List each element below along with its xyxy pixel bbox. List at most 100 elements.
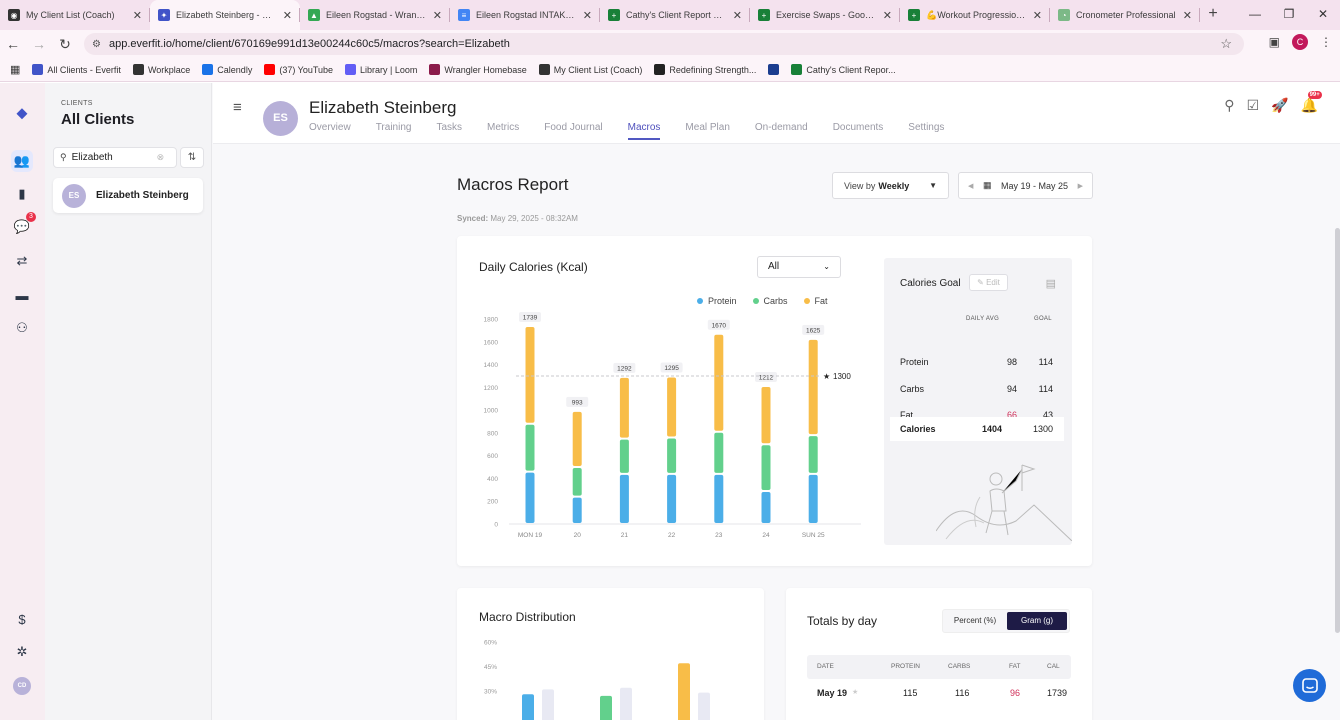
all-clients-title[interactable]: All Clients [61,111,135,128]
cast-icon[interactable]: ▣ [1268,35,1280,49]
macro-filter-dropdown[interactable]: All ⌄ [757,256,841,278]
forward-icon[interactable]: → [32,36,46,52]
sort-button[interactable]: ⇅ [180,147,204,168]
close-icon[interactable]: ✕ [282,9,292,22]
tab-on-demand[interactable]: On-demand [754,122,808,133]
url-field[interactable]: ⚙ app.everfit.io/home/client/670169e991d… [84,33,1244,55]
tab-title: Cathy's Client Report & Ac [626,10,727,20]
restore-icon[interactable]: ❐ [1283,7,1295,21]
library-icon[interactable]: ▮ [18,186,26,201]
rocket-icon[interactable]: 🚀 [1271,97,1289,113]
team-icon[interactable]: ⚇ [16,320,28,335]
goal-row: Protein 98 114 [900,357,1056,371]
bell-icon[interactable]: 🔔 99+ [1300,91,1322,113]
tab-meal-plan[interactable]: Meal Plan [685,122,730,133]
community-icon[interactable]: ✲ [16,644,28,659]
tab-tasks[interactable]: Tasks [436,122,463,133]
reload-icon[interactable]: ↻ [59,35,71,52]
date-range-picker[interactable]: ◀ ▦ May 19 - May 25 ▶ [958,172,1093,199]
tab-title: My Client List (Coach) [26,10,115,20]
bookmark-item[interactable] [768,64,780,75]
bookmark-item[interactable]: Library | Loom [345,64,417,75]
close-icon[interactable]: ✕ [732,9,742,22]
tab-training[interactable]: Training [375,122,412,133]
close-window-icon[interactable]: ✕ [1317,7,1329,21]
tab-settings[interactable]: Settings [908,122,945,133]
browser-tab[interactable]: + Exercise Swaps - Google Sheets ✕ [750,0,900,30]
browser-tab[interactable]: ≡ Eileen Rogstad INTAKE - Google Docs ✕ [450,0,600,30]
legend-item: Carbs [752,296,788,306]
close-icon[interactable]: ✕ [1032,9,1042,22]
search-input[interactable] [71,152,152,163]
browser-tab[interactable]: ▲ Eileen Rogstad - Wrangler ✕ [300,0,450,30]
tab-metrics[interactable]: Metrics [487,122,520,133]
coach-avatar[interactable]: CD [13,677,31,695]
calories-avg: 1404 [981,424,1002,434]
bookmark-item[interactable]: Cathy's Client Repor... [791,64,896,75]
folder-icon[interactable]: ▬ [15,287,29,303]
bookmark-item[interactable]: (37) YouTube [264,64,333,75]
back-icon[interactable]: ← [6,36,20,52]
search-icon[interactable]: ⚲ [1224,97,1235,113]
hamburger-icon[interactable]: ≡ [233,99,242,116]
next-week-icon[interactable]: ▶ [1077,182,1083,190]
menu-icon[interactable]: ⋮ [1320,35,1332,49]
browser-tab[interactable]: ✦ Elizabeth Steinberg - Macros ✕ [150,0,300,30]
synced-info: Synced: May 29, 2025 - 08:32AM [457,214,578,223]
close-icon[interactable]: ✕ [432,9,442,22]
chat-icon [1301,677,1318,693]
browser-tab[interactable]: + 💪Workout Progressions💪 ✕ [900,0,1050,30]
bookmark-item[interactable]: All Clients - Everfit [32,64,121,75]
bookmark-item[interactable]: My Client List (Coach) [538,64,642,75]
minimize-icon[interactable]: — [1249,7,1261,21]
close-icon[interactable]: ✕ [882,9,892,22]
star-icon[interactable]: ★ [852,689,859,696]
tab-overview[interactable]: Overview [309,122,351,133]
task-icon[interactable]: ☑ [1246,97,1260,113]
goal-macro-name: Fat [900,410,914,420]
automation-icon[interactable]: ⇄ [16,253,28,268]
close-icon[interactable]: ✕ [132,9,142,22]
site-settings-icon[interactable]: ⚙ [92,38,101,50]
close-icon[interactable]: ✕ [1182,9,1192,22]
clear-search-icon[interactable]: ⊗ [156,152,165,162]
view-by-dropdown[interactable]: View by Weekly ▼ [832,172,949,199]
clients-icon[interactable]: 👥 [11,150,33,172]
tab-documents[interactable]: Documents [832,122,884,133]
close-icon[interactable]: ✕ [582,9,592,22]
everfit-logo-icon[interactable]: ⬥ [16,105,28,122]
messages-icon[interactable]: 💬 3 [11,212,36,238]
browser-tab[interactable]: ◔ Cronometer Professional ✕ [1050,0,1200,30]
bookmark-star-icon[interactable]: ☆ [1220,36,1232,51]
x-tick-label: SUN 25 [802,532,825,538]
legend-swatch [752,298,759,304]
goal-daily-avg: 66 [1006,410,1017,420]
payments-icon[interactable]: $ [18,611,26,627]
chat-support-button[interactable] [1293,669,1326,702]
bookmark-item[interactable]: Wrangler Homebase [429,64,527,75]
chart-legend: Protein Carbs Fat [697,296,828,306]
prev-week-icon[interactable]: ◀ [968,182,974,190]
new-tab-button[interactable]: + [1208,5,1218,22]
apps-icon[interactable]: ▦ [10,64,21,76]
caret-down-icon: ▼ [929,181,937,190]
tab-macros[interactable]: Macros [627,121,661,140]
gram-toggle-button[interactable]: Gram (g) [1007,612,1067,630]
browser-tab[interactable]: + Cathy's Client Report & Ac ✕ [600,0,750,30]
client-search[interactable]: ⚲ ⊗ [53,147,177,168]
bookmark-item[interactable]: Calendly [202,64,252,75]
document-icon[interactable]: ▤ [1045,278,1056,290]
total-label: 1212 [759,374,774,381]
table-row[interactable]: May 19 ★ 115 116 96 1739 [807,680,1071,706]
bookmark-item[interactable]: Redefining Strength... [654,64,756,75]
bookmark-item[interactable]: Workplace [132,64,190,75]
edit-goal-button[interactable]: ✎ Edit [969,274,1008,291]
profile-avatar[interactable]: C [1292,34,1308,50]
bookmark-label: Redefining Strength... [669,64,757,75]
client-avatar-large[interactable]: ES [263,101,298,136]
client-list-item[interactable]: ES Elizabeth Steinberg [53,178,203,213]
tab-food-journal[interactable]: Food Journal [544,122,603,133]
scrollbar[interactable] [1335,228,1340,633]
browser-tab[interactable]: ◉ My Client List (Coach) ✕ [0,0,150,30]
percent-toggle-button[interactable]: Percent (%) [953,616,997,625]
